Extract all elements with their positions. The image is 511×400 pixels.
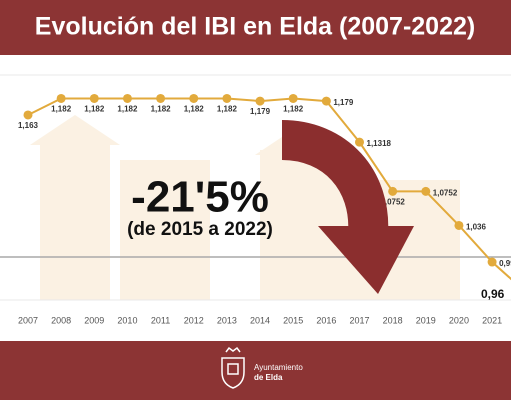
annotation-main: -21'5% xyxy=(131,173,269,222)
marker xyxy=(122,93,132,103)
footer-text: de Elda xyxy=(254,373,283,382)
data-label: 1,179 xyxy=(333,98,354,107)
marker xyxy=(189,93,199,103)
marker xyxy=(288,93,298,103)
marker xyxy=(222,93,232,103)
x-tick-label: 2011 xyxy=(151,315,170,325)
x-tick-label: 2013 xyxy=(217,315,237,325)
data-label: 1,0752 xyxy=(433,188,458,197)
data-label: 0,96 xyxy=(481,287,505,301)
x-tick-label: 2007 xyxy=(18,315,38,325)
marker xyxy=(255,96,265,106)
data-label: 1,182 xyxy=(51,105,72,114)
plot: 2007 2008 2009 2010 2011 2012 2013 2014 2015 2016… xyxy=(18,93,511,325)
x-tick-label: 2019 xyxy=(416,315,436,325)
data-label: 1,182 xyxy=(84,105,105,114)
data-label: 1,1318 xyxy=(367,139,392,148)
data-label: 1,182 xyxy=(184,105,205,114)
annotation-sub: (de 2015 a 2022) xyxy=(127,219,273,240)
x-tick-label: 2009 xyxy=(84,315,104,325)
data-label: 0,99 xyxy=(499,259,511,268)
marker xyxy=(355,137,364,147)
data-label: 1,179 xyxy=(250,107,271,116)
marker xyxy=(421,186,431,196)
logo xyxy=(221,346,245,389)
footer-text: Ayuntamiento xyxy=(254,363,303,372)
header-band xyxy=(0,0,511,55)
marker xyxy=(156,93,166,103)
marker xyxy=(388,186,398,196)
x-tick-label: 2010 xyxy=(117,315,137,325)
marker xyxy=(23,110,33,120)
x-tick-label: 2021 xyxy=(482,315,502,325)
x-tick-label: 2020 xyxy=(449,315,469,325)
data-label: 1,182 xyxy=(151,105,172,114)
arrow xyxy=(280,120,414,294)
data-label: 1,182 xyxy=(117,105,138,114)
x-tick-label: 2017 xyxy=(349,315,369,325)
data-label: 1,163 xyxy=(18,121,39,130)
marker xyxy=(89,93,99,103)
x-tick-label: 2012 xyxy=(184,315,204,325)
x-tick-label: 2014 xyxy=(250,315,270,325)
chart-title: Evolución del IBI en Elda (2007-2022) xyxy=(35,13,475,41)
data-label: 1,036 xyxy=(466,223,487,232)
x-tick-label: 2018 xyxy=(383,315,403,325)
x-tick-label: 2016 xyxy=(316,315,336,325)
marker xyxy=(487,257,497,267)
background-lines xyxy=(0,74,511,301)
data-label: 1,0752 xyxy=(380,197,405,206)
marker xyxy=(454,220,464,230)
line xyxy=(27,97,511,281)
footer-band xyxy=(0,341,511,400)
marker xyxy=(56,93,66,103)
x-tick-label: 2015 xyxy=(283,315,303,325)
data-label: 1,182 xyxy=(283,105,304,114)
x-tick-label: 2008 xyxy=(51,315,71,325)
data-label: 1,182 xyxy=(217,105,238,114)
marker xyxy=(321,96,331,106)
